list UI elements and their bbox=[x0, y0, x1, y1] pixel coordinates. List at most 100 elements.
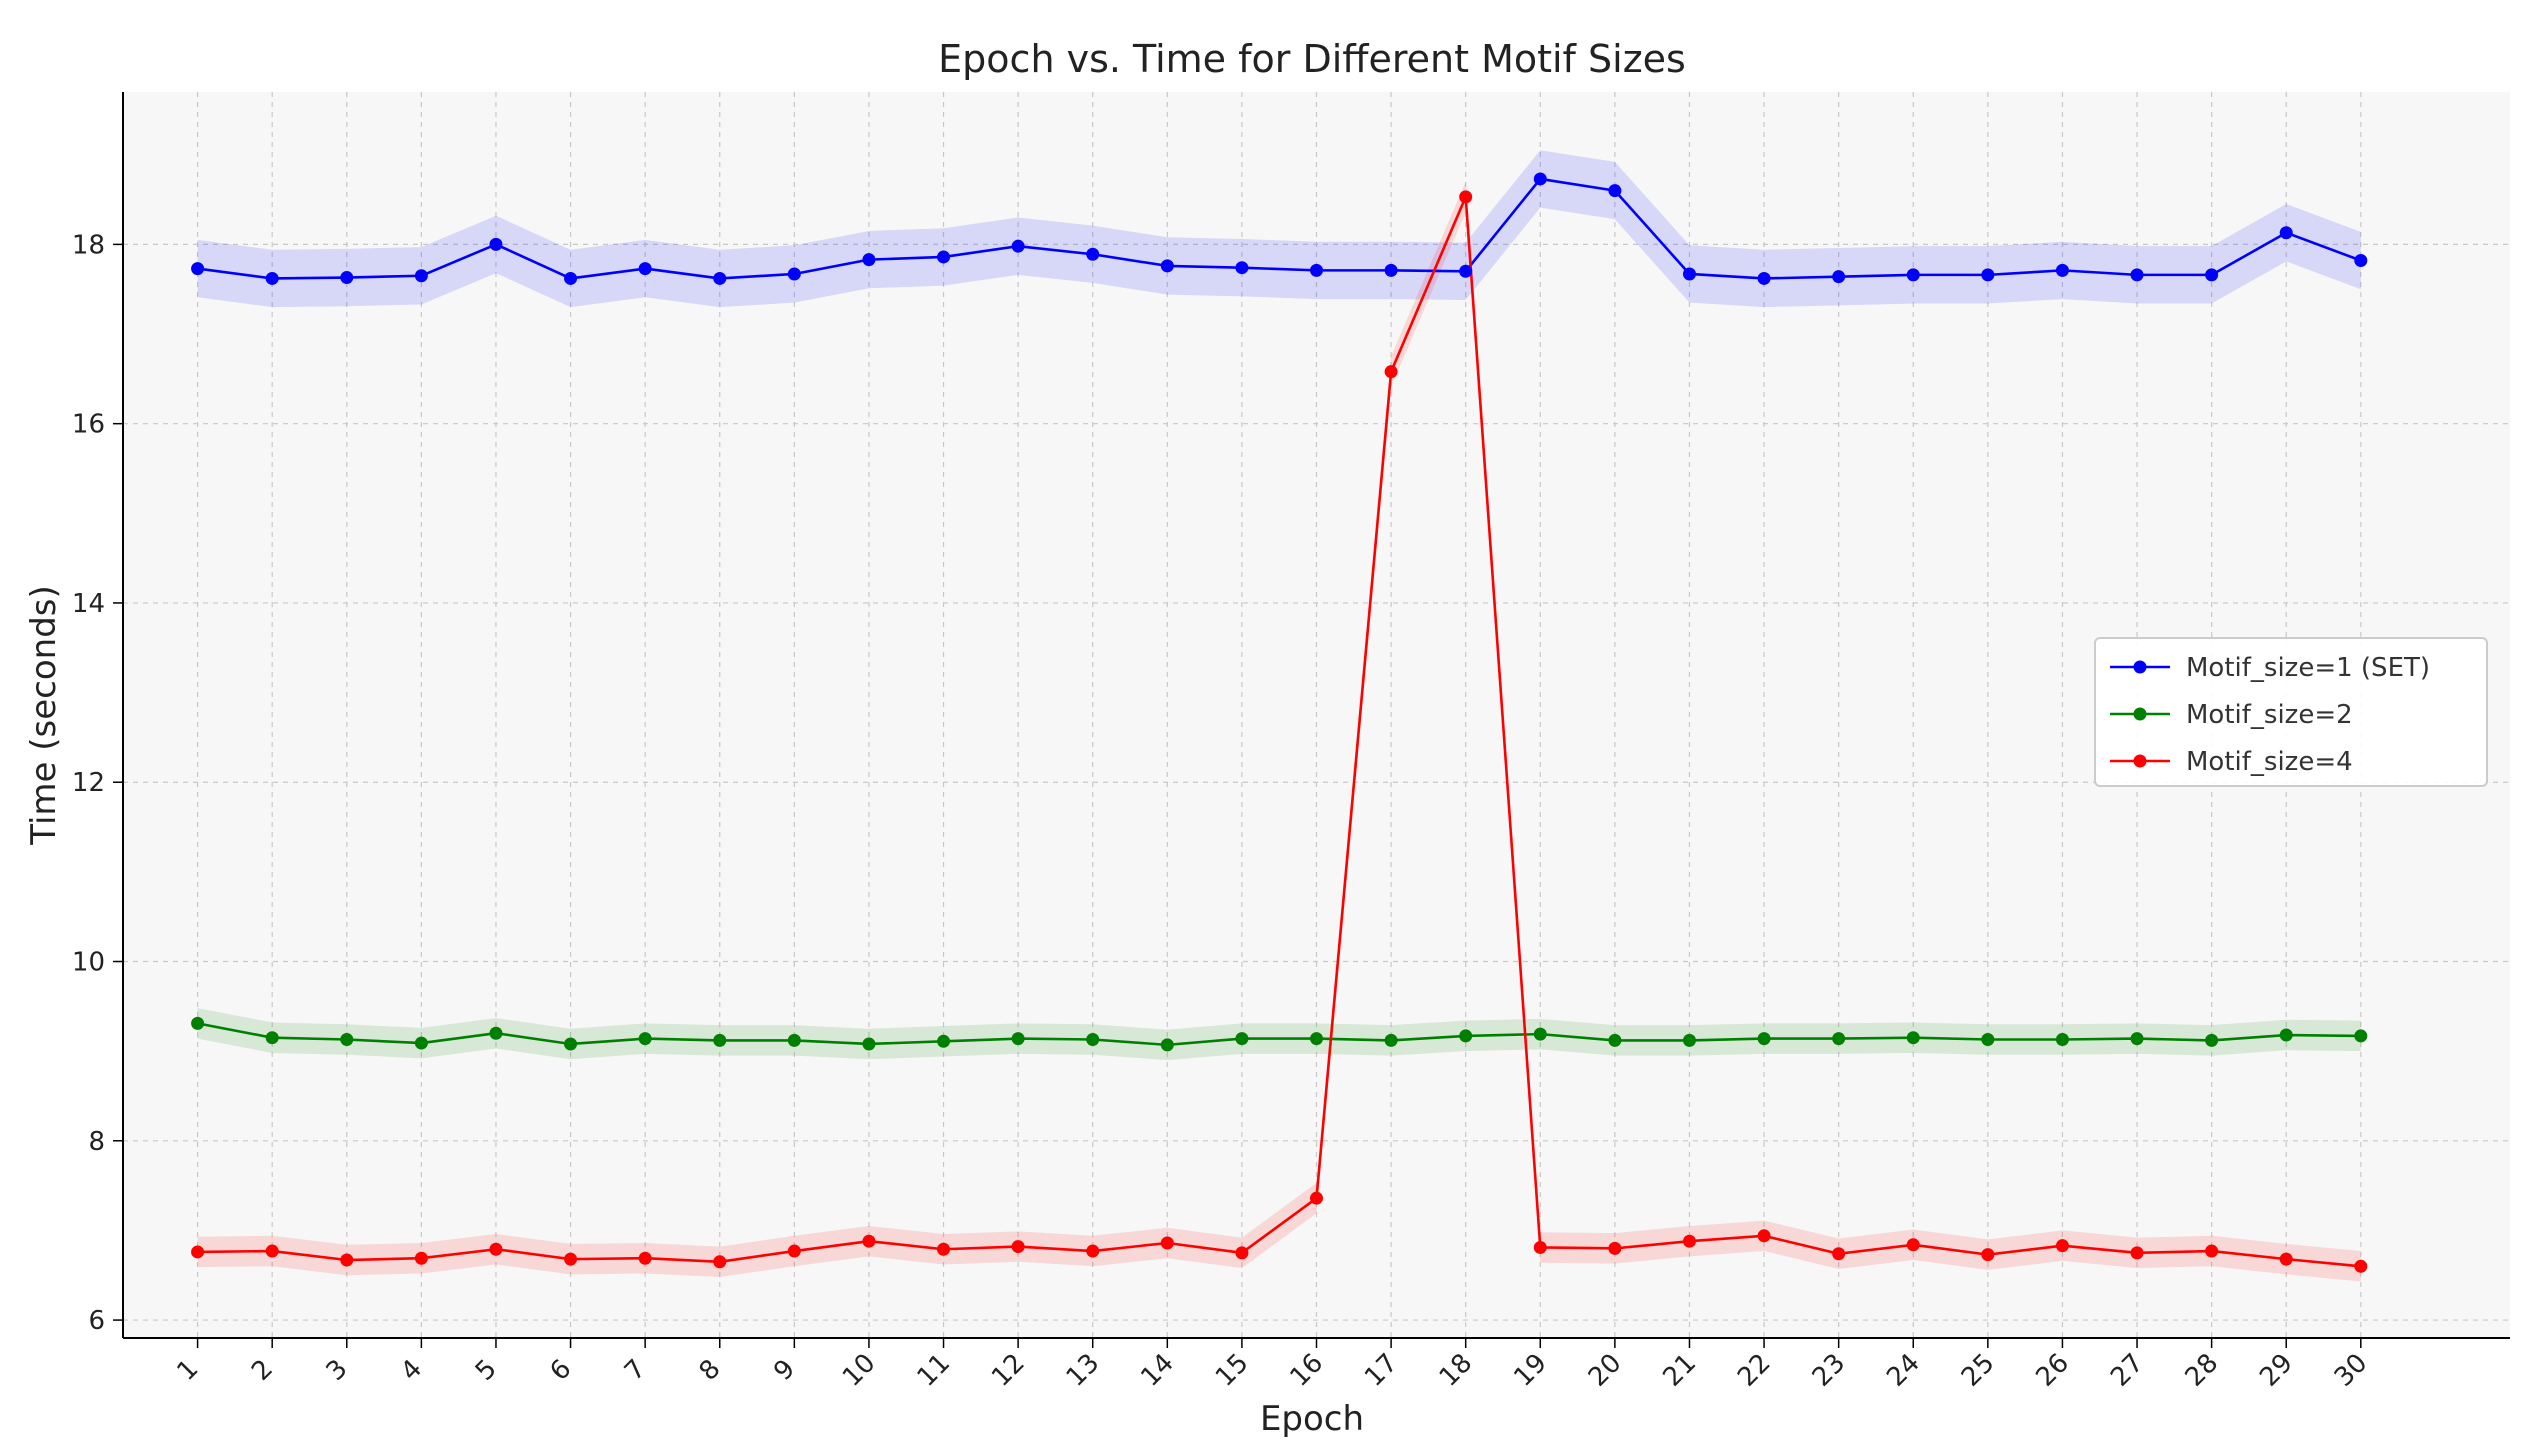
series-1-point bbox=[2055, 263, 2069, 277]
series-3-point bbox=[1682, 1234, 1696, 1248]
x-tick-label: 15 bbox=[1210, 1348, 1255, 1393]
series-band-2 bbox=[197, 1008, 2361, 1061]
series-3-point bbox=[1981, 1248, 1995, 1262]
x-tick-label: 30 bbox=[2329, 1348, 2374, 1393]
y-tick-label: 18 bbox=[72, 230, 105, 260]
series-2-point bbox=[564, 1037, 578, 1051]
series-2-point bbox=[1533, 1027, 1547, 1041]
series-3-point bbox=[1757, 1229, 1771, 1243]
x-tick-label: 25 bbox=[1956, 1348, 2001, 1393]
y-tick-label: 10 bbox=[72, 948, 105, 978]
series-1-point bbox=[1384, 263, 1398, 277]
y-axis-label: Time (seconds) bbox=[24, 585, 64, 846]
series-1-point bbox=[265, 271, 279, 285]
series-1-point bbox=[1608, 184, 1622, 198]
x-tick-label: 19 bbox=[1508, 1348, 1553, 1393]
series-1-point bbox=[414, 269, 428, 283]
x-tick-label: 24 bbox=[1881, 1348, 1926, 1393]
series-1-point bbox=[2279, 226, 2293, 240]
series-2-point bbox=[937, 1034, 951, 1048]
series-2-point bbox=[265, 1031, 279, 1045]
x-tick-label: 9 bbox=[768, 1354, 801, 1387]
x-tick-label: 16 bbox=[1285, 1348, 1330, 1393]
x-tick-label: 4 bbox=[395, 1354, 428, 1387]
x-tick-label: 7 bbox=[619, 1354, 652, 1387]
series-2-point bbox=[1235, 1032, 1249, 1046]
series-2-point bbox=[1086, 1032, 1100, 1046]
series-1-point bbox=[1235, 261, 1249, 275]
series-3-point bbox=[2055, 1239, 2069, 1253]
series-1-point bbox=[1459, 264, 1473, 278]
series-3-point bbox=[1906, 1238, 1920, 1252]
x-ticks: 1 2 3 4 5 6 7 8 9 10 11 12 13 14 15 16 17 18 19 20 21 22 23 24 2… bbox=[171, 1338, 2373, 1393]
series-2-point bbox=[2279, 1028, 2293, 1042]
series-line-3 bbox=[197, 195, 2361, 1268]
series-2-point bbox=[1832, 1032, 1846, 1046]
series-3-point bbox=[2354, 1259, 2368, 1273]
x-tick-label: 29 bbox=[2254, 1348, 2299, 1393]
series-3-point bbox=[1235, 1246, 1249, 1260]
series-1-point bbox=[1981, 268, 1995, 282]
y-tick-label: 14 bbox=[72, 589, 105, 619]
series-1-point bbox=[1682, 267, 1696, 281]
x-tick-label: 2 bbox=[246, 1354, 279, 1387]
series-3-point bbox=[564, 1252, 578, 1266]
series-2-point bbox=[2205, 1033, 2219, 1047]
series-2-point bbox=[1459, 1029, 1473, 1043]
x-tick-label: 8 bbox=[694, 1354, 727, 1387]
series-1-point bbox=[1011, 239, 1025, 253]
series-line-1 bbox=[197, 177, 2362, 280]
x-axis-label: Epoch bbox=[1260, 1399, 1364, 1439]
series-3-point bbox=[340, 1253, 354, 1267]
series-3-point bbox=[787, 1244, 801, 1258]
series-2-point bbox=[1608, 1033, 1622, 1047]
legend-marker-2 bbox=[2133, 707, 2147, 721]
x-tick-label: 6 bbox=[544, 1354, 577, 1387]
series-3-point bbox=[414, 1251, 428, 1265]
series-1-point bbox=[2205, 268, 2219, 282]
series-3-point bbox=[1384, 365, 1398, 379]
series-2-point bbox=[862, 1037, 876, 1051]
series-3-point bbox=[1086, 1244, 1100, 1258]
series-1-point bbox=[1906, 268, 1920, 282]
series-2-point bbox=[787, 1033, 801, 1047]
legend-items: Motif_size=1 (SET) Motif_size=2 Motif_size… bbox=[2110, 653, 2430, 777]
series-2-point bbox=[1682, 1033, 1696, 1047]
x-tick-label: 23 bbox=[1807, 1348, 1852, 1393]
series-1-point bbox=[1086, 247, 1100, 261]
series-2-point bbox=[1011, 1032, 1025, 1046]
series-3-point bbox=[2205, 1244, 2219, 1258]
series-2-point bbox=[1906, 1031, 1920, 1045]
series-3-point bbox=[862, 1234, 876, 1248]
y-tick-label: 16 bbox=[72, 410, 105, 440]
x-tick-label: 13 bbox=[1061, 1348, 1106, 1393]
y-tick-label: 6 bbox=[88, 1306, 105, 1336]
series-1-point bbox=[2130, 268, 2144, 282]
legend-marker-1 bbox=[2133, 660, 2147, 674]
series-2-point bbox=[1981, 1032, 1995, 1046]
series-1-point bbox=[1832, 270, 1846, 284]
series-band-1 bbox=[197, 150, 2361, 308]
series-3-point bbox=[937, 1242, 951, 1256]
series-1-point bbox=[787, 267, 801, 281]
series-1-point bbox=[713, 271, 727, 285]
x-tick-label: 22 bbox=[1732, 1348, 1777, 1393]
series-1-point bbox=[564, 271, 578, 285]
series-1-point bbox=[1533, 172, 1547, 186]
series-2-point bbox=[713, 1033, 727, 1047]
confidence-bands bbox=[197, 150, 2361, 1282]
x-tick-label: 20 bbox=[1583, 1348, 1628, 1393]
chart-title: Epoch vs. Time for Different Motif Sizes bbox=[938, 37, 1686, 81]
series-3-point bbox=[2279, 1252, 2293, 1266]
x-tick-label: 5 bbox=[470, 1354, 503, 1387]
legend-box bbox=[2094, 637, 2488, 787]
series-2-point bbox=[2130, 1032, 2144, 1046]
series-3-point bbox=[489, 1242, 503, 1256]
legend: Motif_size=1 (SET) Motif_size=2 Motif_size… bbox=[2094, 637, 2488, 787]
series-3-point bbox=[2130, 1246, 2144, 1260]
series-1-point bbox=[2354, 254, 2368, 268]
series-1-point bbox=[191, 262, 205, 276]
series-3-point bbox=[1160, 1236, 1174, 1250]
x-tick-label: 1 bbox=[171, 1354, 204, 1387]
